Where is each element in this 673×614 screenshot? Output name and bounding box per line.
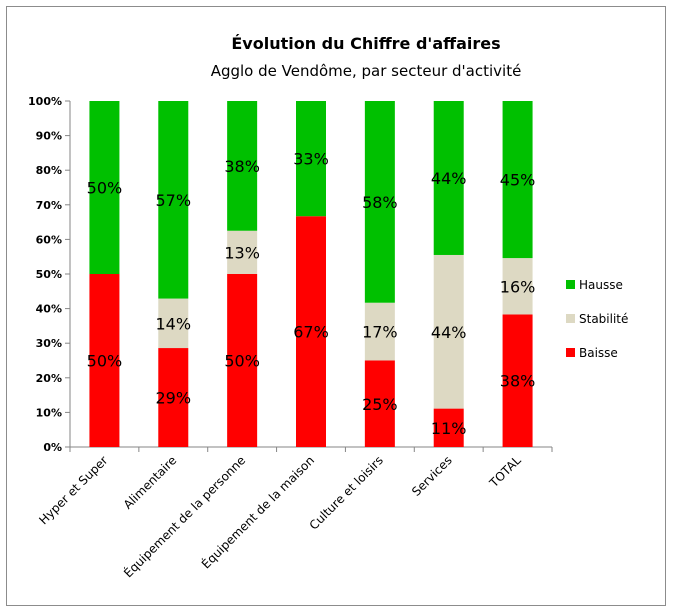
bar-segment	[502, 314, 533, 447]
legend-label-hausse: Hausse	[579, 277, 623, 292]
data-label: 45%	[500, 171, 536, 190]
y-tick-label: 80%	[36, 164, 62, 177]
chart-title: Évolution du Chiffre d'affaires	[231, 34, 501, 53]
legend-swatch-hausse	[566, 280, 575, 289]
data-label: 44%	[431, 169, 467, 188]
y-tick-label: 0%	[43, 441, 62, 454]
y-tick-label: 40%	[36, 303, 62, 316]
x-tick-label: Hyper et Super	[36, 453, 110, 527]
bar-segment	[433, 254, 464, 409]
legend-item-baisse: Baisse	[566, 344, 628, 361]
bar-segment	[296, 216, 326, 447]
bar-segment	[89, 274, 120, 447]
x-tick-label: Culture et loisirs	[307, 453, 386, 532]
bar-segment	[502, 258, 533, 315]
y-tick-label: 10%	[36, 406, 62, 419]
x-tick-label: Équipement de la personne	[120, 453, 248, 581]
legend-label-stabilite: Stabilité	[579, 311, 629, 326]
bar-segment	[296, 101, 326, 217]
data-label: 44%	[431, 323, 467, 342]
x-tick-label: Équipement de la maison	[198, 453, 317, 572]
chart-subtitle: Agglo de Vendôme, par secteur d'activité	[210, 62, 522, 80]
legend-swatch-baisse	[566, 348, 575, 357]
bar-segment	[227, 274, 258, 447]
data-label: 58%	[362, 193, 398, 212]
bar-segment	[158, 348, 189, 447]
legend-swatch-stabilite	[566, 314, 575, 323]
x-tick-label: Services	[409, 453, 455, 499]
data-label: 13%	[224, 243, 260, 262]
bar-segment	[227, 230, 258, 274]
y-tick-label: 60%	[36, 233, 62, 246]
legend: Hausse Stabilité Baisse	[566, 276, 628, 378]
data-label: 67%	[293, 323, 329, 342]
data-label: 57%	[156, 191, 192, 210]
bar-segment	[364, 302, 395, 361]
data-label: 25%	[362, 395, 398, 414]
data-label: 38%	[500, 372, 536, 391]
data-label: 33%	[293, 150, 329, 169]
bar-segment	[364, 101, 395, 303]
y-tick-label: 50%	[36, 268, 62, 281]
y-tick-label: 30%	[36, 337, 62, 350]
data-label: 38%	[224, 157, 260, 176]
bar-segment	[502, 101, 533, 259]
bar-segment	[89, 101, 120, 274]
data-label: 17%	[362, 323, 398, 342]
bar-segment	[158, 101, 189, 299]
legend-item-hausse: Hausse	[566, 276, 628, 293]
legend-item-stabilite: Stabilité	[566, 310, 628, 327]
data-label: 29%	[156, 389, 192, 408]
bar-segment	[158, 298, 189, 349]
bar-segment	[364, 360, 395, 447]
bar-segment	[433, 408, 464, 447]
y-tick-label: 100%	[28, 95, 62, 108]
x-tick-label: Alimentaire	[121, 453, 180, 512]
legend-label-baisse: Baisse	[579, 345, 618, 360]
y-tick-label: 90%	[36, 130, 62, 143]
data-label: 50%	[224, 352, 260, 371]
bar-segment	[433, 101, 464, 255]
x-tick-label: TOTAL	[486, 453, 524, 491]
y-tick-label: 70%	[36, 199, 62, 212]
data-label: 50%	[87, 179, 123, 198]
data-label: 16%	[500, 277, 536, 296]
y-tick-label: 20%	[36, 372, 62, 385]
data-label: 50%	[87, 352, 123, 371]
data-label: 11%	[431, 419, 467, 438]
data-label: 14%	[156, 314, 192, 333]
bar-segment	[227, 101, 258, 231]
